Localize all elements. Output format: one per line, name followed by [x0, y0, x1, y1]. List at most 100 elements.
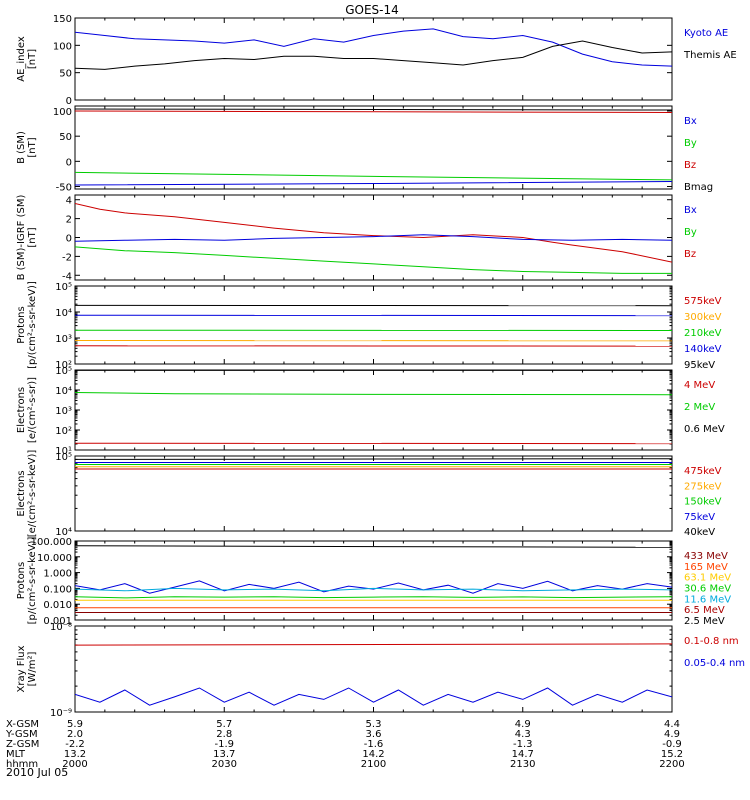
legend-entry: Kyoto AE [684, 28, 728, 39]
y-tick-label: -2 [62, 252, 72, 263]
y-tick-label: 0 [66, 157, 72, 168]
x-axis-value: 2.8 [216, 729, 232, 740]
legend-entry: 63.1 MeV [684, 573, 731, 584]
legend-entry: By [684, 227, 697, 238]
series-line-kyoto-ae [75, 28, 672, 67]
series-line-bx [75, 181, 672, 186]
y-tick-label: 10⁻⁹ [50, 708, 72, 719]
series-line-40kev [75, 458, 672, 460]
y-tick-label: 100.000 [31, 537, 72, 548]
legend-entry: Bmag [684, 182, 713, 193]
y-tick-label: 0 [66, 96, 72, 107]
x-axis-value: 2030 [212, 759, 237, 770]
y-tick-label: 10² [55, 426, 72, 437]
series-line-bmag [75, 108, 672, 111]
series-line-2-5-mev [75, 545, 672, 548]
x-axis-row-name: hhmm [6, 759, 38, 770]
y-tick-label: 100 [53, 107, 72, 118]
legend-entry: 40keV [684, 527, 715, 538]
x-axis-table: X-GSM 5.9 5.7 5.3 4.9 4.4Y-GSM 2.0 2.8 3.6 4.3 4.9… [5, 719, 685, 770]
series-line-6-5-mev [75, 580, 672, 594]
series-line-30-6-mev [75, 596, 672, 599]
y-tick-label: 0 [66, 234, 72, 245]
legend-entry: 210keV [684, 328, 722, 339]
y-tick-label: 10⁵ [55, 366, 72, 377]
y-tick-label: 10⁴ [55, 386, 72, 397]
panel-dbt: -4 -2 0 2 4 B (SM)-IGRF (SM)[nT] Bx By Bz [16, 194, 697, 282]
y-tick-label: 100 [53, 41, 72, 52]
legend-entry: Bz [684, 160, 696, 171]
series-line-themis-ae [75, 40, 672, 70]
y-axis-label: B (SM)-IGRF (SM)[nT] [16, 195, 38, 281]
series-line-bz [75, 203, 672, 263]
x-axis-value: 2.0 [67, 729, 83, 740]
x-axis-row-name: X-GSM [6, 719, 39, 730]
y-tick-label: 2 [66, 215, 72, 226]
y-tick-label: 10⁵ [55, 282, 72, 293]
y-axis-label: Xray Flux[W/m²] [16, 645, 38, 692]
legend-entry: 0.1-0.8 nm [684, 636, 739, 647]
panel-e2: 10⁴ 10⁵ Electrons[e/(cm²-s-sr-keV)] 475keV 2… [16, 450, 722, 538]
y-tick-label: 0.001 [43, 616, 72, 627]
y-tick-label: 10⁴ [55, 527, 72, 538]
series-line-bx [75, 234, 672, 242]
legend-entry: 140keV [684, 344, 722, 355]
legend-entry: Themis AE [683, 50, 737, 61]
legend-entry: 475keV [684, 466, 722, 477]
x-axis-value: 2130 [510, 759, 535, 770]
x-axis-value: 4.4 [664, 719, 680, 730]
y-tick-label: 10¹ [55, 446, 72, 457]
y-tick-label: 50 [59, 69, 72, 80]
x-axis-value: 4.3 [515, 729, 531, 740]
legend-entry: 11.6 MeV [684, 594, 731, 605]
x-axis-value: 2100 [361, 759, 386, 770]
legend-entry: By [684, 138, 697, 149]
panel-frame [74, 455, 673, 532]
x-axis-value: 5.7 [216, 719, 232, 730]
panel-p2: 0.001 0.010 0.100 1.000 10.000 100.000Protons… [16, 537, 731, 627]
x-axis-value: 13.7 [213, 749, 235, 760]
panel-b: -50 0 50 100 B (SM)[nT] Bx By Bz Bmag [16, 105, 713, 193]
legend-entry: 300keV [684, 312, 722, 323]
x-axis-value: 2000 [62, 759, 87, 770]
y-axis-label: B (SM)[nT] [16, 131, 38, 164]
series-line-11-6-mev [75, 587, 672, 592]
x-axis-value: 3.6 [366, 729, 382, 740]
x-axis-row-name: MLT [6, 749, 26, 760]
x-axis-value: 14.2 [362, 749, 384, 760]
series-line-bz [75, 110, 672, 113]
x-axis-value: 2200 [659, 759, 684, 770]
x-axis-value: 4.9 [515, 719, 531, 730]
x-axis-value: 15.2 [661, 749, 683, 760]
y-tick-label: 10³ [55, 406, 72, 417]
legend-entry: 0.05-0.4 nm [684, 658, 745, 669]
legend-entry: Bx [684, 116, 697, 127]
x-axis-value: -2.2 [65, 739, 85, 750]
panel-frame [74, 369, 673, 451]
y-tick-label: 10⁻⁸ [50, 622, 72, 633]
y-tick-label: 0.100 [43, 584, 72, 595]
panel-e1: 10¹ 10² 10³ 10⁴ 10⁵ Electrons[e/(cm²-s-sr)] 4 … [16, 366, 725, 457]
series-line-0-1-0-8-nm [75, 643, 672, 646]
y-axis-label: AE_index[nT] [16, 36, 38, 82]
panel-p1: 10² 10³ 10⁴ 10⁵ Protons[p/(cm²-s-sr-keV)] 575… [16, 281, 722, 371]
series-line-0-05-0-4-nm [75, 687, 672, 706]
x-axis-row-name: Z-GSM [6, 739, 39, 750]
y-tick-label: 4 [66, 196, 72, 207]
y-tick-label: 10⁵ [55, 452, 72, 463]
x-axis-value: -0.9 [662, 739, 682, 750]
series-line-2-mev [75, 392, 672, 396]
y-axis-label: Electrons[e/(cm²-s-sr-keV)] [16, 450, 38, 538]
legend-entry: 2.5 MeV [684, 616, 725, 627]
legend-entry: 6.5 MeV [684, 605, 725, 616]
panel-frame [74, 625, 673, 713]
y-axis-label: Protons[p/(cm²-s-sr-keV)] [16, 537, 38, 625]
y-tick-label: 10⁴ [55, 308, 72, 319]
legend-entry: 0.6 MeV [684, 424, 725, 435]
x-axis-row-name: Y-GSM [5, 729, 38, 740]
legend-entry: 2 MeV [684, 402, 715, 413]
x-axis-value: 14.7 [512, 749, 534, 760]
legend-entry: 275keV [684, 481, 722, 492]
legend-entry: Bz [684, 249, 696, 260]
